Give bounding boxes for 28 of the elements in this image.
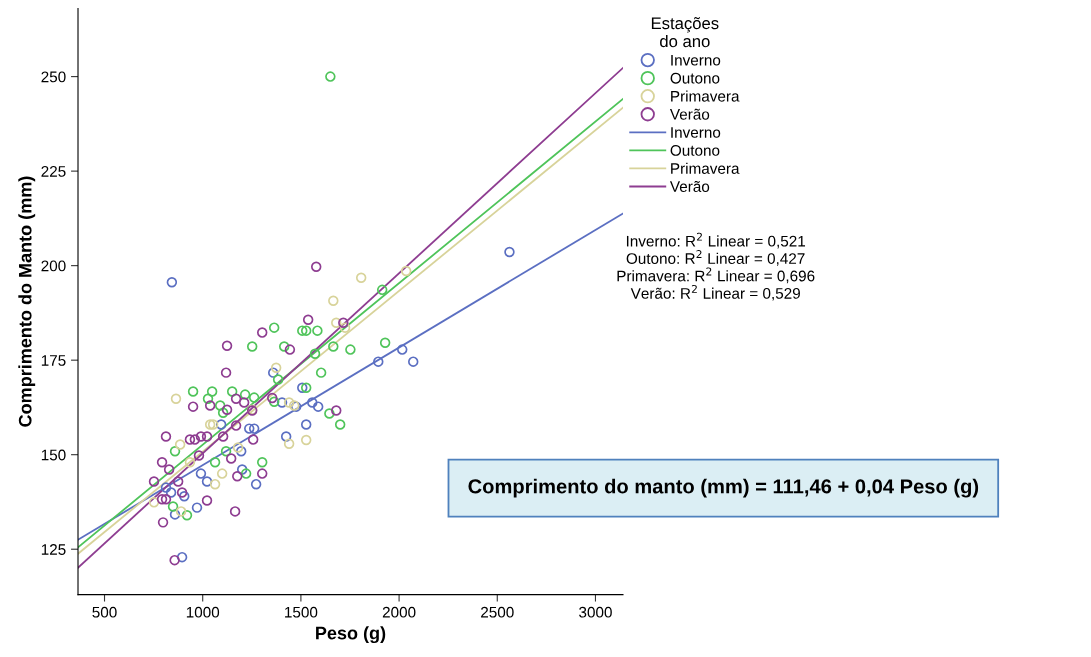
x-tick-label: 2500 (481, 606, 514, 618)
x-tick-label: 1000 (186, 606, 220, 618)
annotation: Comprimento do manto (mm) = 111,46 + 0,04 Peso (g) (468, 478, 979, 498)
y-tick-label: 200 (41, 260, 66, 272)
y-tick-label: 250 (41, 71, 66, 83)
legend-label: Inverno (671, 54, 721, 66)
x-tick-label: 500 (92, 606, 117, 618)
y-tick-label: 125 (41, 544, 66, 555)
legend-title: Estações do ano (651, 17, 719, 48)
legend-label: Inverno (671, 127, 721, 138)
y-tick-label: 175 (41, 355, 66, 366)
x-axis-title: Peso (g) (316, 626, 386, 644)
y-axis-title: Comprimento do Manto (mm) (18, 176, 36, 427)
x-tick-label: 1500 (285, 606, 318, 618)
legend-label: Verão (669, 108, 710, 120)
annotation: Primavera: R$^{2}$ Linear = 0,696 (617, 267, 815, 284)
text: Outono: R$^{2}$ Linear = 0,427 (626, 250, 805, 266)
text: Verão: R$^{2}$ Linear = 0,529 (630, 284, 800, 301)
y-tick-label: 150 (41, 449, 66, 461)
legend-label: Outono (670, 145, 720, 156)
legend-label: Outono (670, 72, 720, 84)
x-tick-label: 3000 (579, 606, 612, 618)
legend-label: Primavera (671, 162, 740, 174)
text: Inverno: R$^{2}$ Linear = 0,521 (626, 232, 806, 249)
legend-label: Verão (669, 180, 710, 192)
legend-label: Primavera (671, 90, 740, 102)
y-tick-label: 225 (41, 165, 66, 177)
x-tick-label: 2000 (382, 606, 416, 618)
